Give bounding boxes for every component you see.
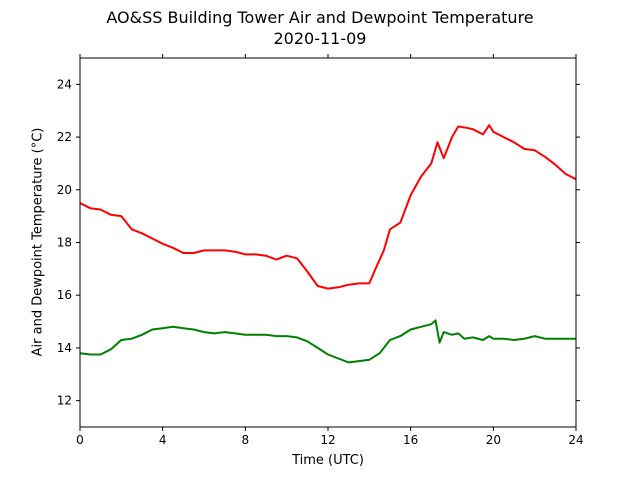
y-tick-label: 24 [57,77,72,91]
chart-title: AO&SS Building Tower Air and Dewpoint Te… [106,8,534,27]
chart-subtitle: 2020-11-09 [273,29,367,48]
x-tick-label: 4 [159,433,167,447]
x-tick-label: 16 [403,433,418,447]
y-tick-label: 22 [57,130,72,144]
x-tick-label: 8 [242,433,250,447]
y-tick-label: 12 [57,394,72,408]
x-tick-label: 12 [320,433,335,447]
y-tick-label: 18 [57,236,72,250]
y-tick-label: 20 [57,183,72,197]
y-tick-label: 16 [57,288,72,302]
y-tick-label: 14 [57,341,72,355]
x-axis-label: Time (UTC) [292,453,364,468]
plot-frame [79,57,577,428]
x-tick-label: 24 [568,433,583,447]
air-temperature-line [79,124,577,290]
x-tick-label: 20 [486,433,501,447]
dewpoint-temperature-line [79,319,576,364]
x-tick-label: 0 [76,433,84,447]
y-axis-label: Air and Dewpoint Temperature (°C) [30,127,46,357]
